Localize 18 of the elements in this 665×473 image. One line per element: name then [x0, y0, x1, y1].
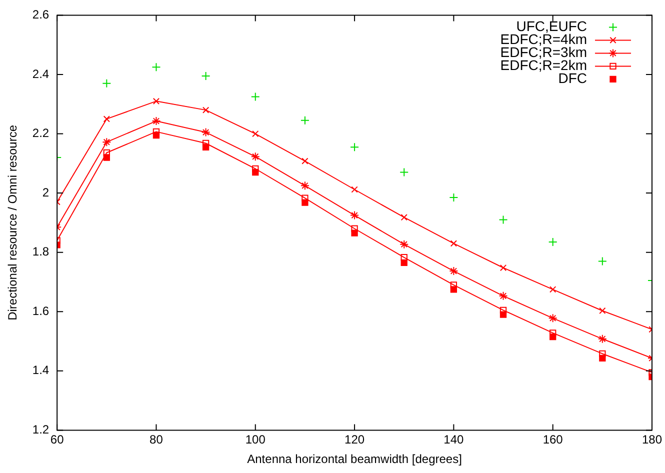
x-tick-label: 160 — [542, 432, 564, 447]
y-tick-label: 2.2 — [32, 126, 50, 140]
x-tick-label: 80 — [150, 432, 164, 447]
legend-label: UFC,EUFC — [516, 18, 587, 34]
x-tick-label: 140 — [444, 432, 464, 447]
x-tick-label: 100 — [245, 432, 266, 447]
x-tick-label: 120 — [344, 432, 365, 447]
y-tick-label: 1.2 — [32, 422, 50, 437]
x-tick-label: 60 — [50, 432, 64, 447]
y-tick-label: 2.6 — [32, 8, 50, 22]
x-tick-label: 180 — [642, 432, 662, 447]
y-tick-label: 1.4 — [32, 363, 50, 378]
y-tick-label: 1.6 — [32, 304, 50, 318]
y-tick-label: 2 — [42, 185, 50, 200]
y-axis-title: Directional resource / Omni resource — [6, 124, 20, 320]
y-tick-label: 2.4 — [32, 66, 50, 81]
y-tick-label: 1.8 — [32, 244, 50, 259]
x-axis-title: Antenna horizontal beamwidth [degrees] — [247, 452, 462, 466]
